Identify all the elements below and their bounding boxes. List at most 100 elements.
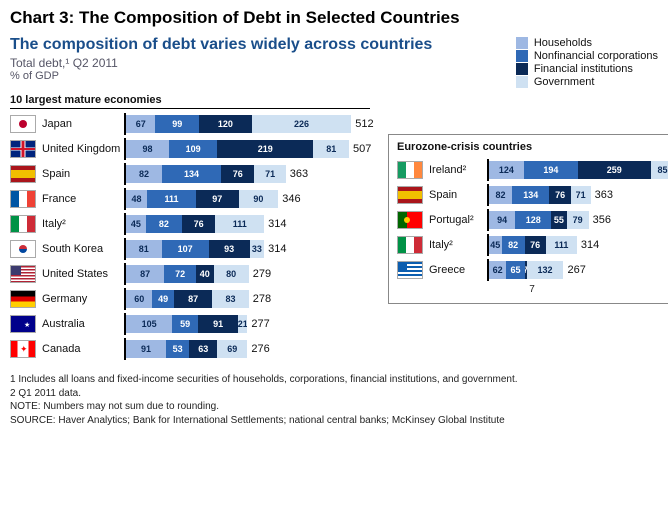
country-name: Portugal² — [429, 214, 487, 226]
legend-label: Nonfinancial corporations — [534, 50, 658, 62]
legend-swatch — [516, 63, 528, 75]
stacked-bar: 87724080 — [126, 265, 249, 283]
country-row: Greece62657132267 — [397, 259, 667, 281]
bar-segment: 76 — [221, 165, 254, 183]
bar-segment: 83 — [212, 290, 249, 308]
bar-segment: 109 — [169, 140, 217, 158]
legend-item: Nonfinancial corporations — [516, 50, 658, 62]
bar-segment: 120 — [199, 115, 252, 133]
row-total: 277 — [251, 318, 269, 330]
bar-segment: 65 — [506, 261, 524, 279]
right-panel-label: Eurozone-crisis countries — [397, 141, 667, 155]
stacked-bar: 105599121 — [126, 315, 247, 333]
flag-icon — [397, 236, 423, 254]
flag-icon — [10, 315, 36, 333]
country-row: Ireland²12419425985663 — [397, 159, 667, 181]
country-name: United Kingdom — [42, 143, 124, 155]
bar-segment: 69 — [217, 340, 247, 358]
stacked-bar: 458276111 — [126, 215, 264, 233]
legend-swatch — [516, 37, 528, 49]
country-name: Greece — [429, 264, 487, 276]
legend-item: Financial institutions — [516, 63, 658, 75]
legend-label: Households — [534, 37, 592, 49]
bar-segment: 91 — [198, 315, 238, 333]
country-row: United States87724080 279 — [10, 263, 370, 285]
row-total: 363 — [290, 168, 308, 180]
chart-title: Chart 3: The Composition of Debt in Sele… — [10, 8, 658, 28]
stacked-bar: 481119790 — [126, 190, 278, 208]
bar-segment: 81 — [313, 140, 349, 158]
bar-axis: 6799120226 512 — [124, 113, 374, 135]
bar-segment: 90 — [239, 190, 279, 208]
bar-segment: 79 — [567, 211, 589, 229]
bar-axis: 105599121 277 — [124, 313, 270, 335]
bar-segment: 76 — [525, 236, 546, 254]
bar-segment: 67 — [126, 115, 155, 133]
bar-segment: 55 — [551, 211, 566, 229]
stray-number: 7 — [397, 284, 667, 295]
footnotes: 1 Includes all loans and fixed-income se… — [10, 373, 658, 427]
right-panel-box: Eurozone-crisis countries Ireland²124194… — [388, 134, 668, 304]
bar-segment: 76 — [182, 215, 215, 233]
bar-segment: 53 — [166, 340, 189, 358]
flag-icon — [10, 115, 36, 133]
row-total: 363 — [595, 189, 613, 201]
bar-segment: 76 — [549, 186, 570, 204]
bar-axis: 458276111 314 — [124, 213, 287, 235]
bar-segment: 82 — [502, 236, 525, 254]
bar-axis: 62657132267 — [487, 259, 586, 281]
stacked-bar: 821347671 — [489, 186, 591, 204]
stacked-bar: 6799120226 — [126, 115, 351, 133]
bar-segment: 85 — [651, 161, 668, 179]
bar-axis: 481119790346 — [124, 188, 301, 210]
country-row: France481119790346 — [10, 188, 370, 210]
bar-axis: 821347671 363 — [487, 184, 613, 206]
bar-segment: 194 — [524, 161, 578, 179]
flag-icon — [10, 140, 36, 158]
stacked-bar: 821347671 — [126, 165, 286, 183]
row-total: 279 — [253, 268, 271, 280]
legend-swatch — [516, 76, 528, 88]
country-name: Japan — [42, 118, 124, 130]
country-name: South Korea — [42, 243, 124, 255]
bar-segment: 226 — [252, 115, 351, 133]
row-total: 314 — [268, 218, 286, 230]
bar-segment: 111 — [546, 236, 577, 254]
country-row: Germany60498783 278 — [10, 288, 370, 310]
bar-axis: 9810921981507 — [124, 138, 371, 160]
country-row: Japan6799120226 512 — [10, 113, 370, 135]
stacked-bar: 60498783 — [126, 290, 249, 308]
country-name: France — [42, 193, 124, 205]
flag-icon — [10, 340, 36, 358]
row-total: 278 — [253, 293, 271, 305]
country-row: Australia105599121277 — [10, 313, 370, 335]
country-row: Portugal²941285579356 — [397, 209, 667, 231]
bar-segment: 63 — [189, 340, 217, 358]
bar-segment: 97 — [196, 190, 239, 208]
country-name: United States — [42, 268, 124, 280]
bar-segment: 134 — [162, 165, 221, 183]
country-name: Ireland² — [429, 164, 487, 176]
bar-axis: 87724080 279 — [124, 263, 271, 285]
bar-axis: 12419425985663 — [487, 159, 668, 181]
country-name: Spain — [429, 189, 487, 201]
bar-segment: 45 — [489, 236, 502, 254]
bar-axis: 941285579356 — [487, 209, 611, 231]
bar-segment: 33 — [250, 240, 265, 258]
flag-icon — [397, 261, 423, 279]
stacked-bar: 941285579 — [489, 211, 589, 229]
stacked-bar: 458276111 — [489, 236, 577, 254]
country-name: Germany — [42, 293, 124, 305]
bar-segment: 71 — [254, 165, 285, 183]
bar-segment: 98 — [126, 140, 169, 158]
bar-axis: 811079333314 — [124, 238, 286, 260]
bar-segment: 132 — [527, 261, 564, 279]
row-total: 512 — [355, 118, 373, 130]
stacked-bar: 62657132 — [489, 261, 563, 279]
country-name: Italy² — [429, 239, 487, 251]
country-row: United Kingdom9810921981507 — [10, 138, 370, 160]
legend-label: Financial institutions — [534, 63, 633, 75]
row-total: 314 — [268, 243, 286, 255]
bar-segment: 48 — [126, 190, 147, 208]
legend-item: Households — [516, 37, 658, 49]
